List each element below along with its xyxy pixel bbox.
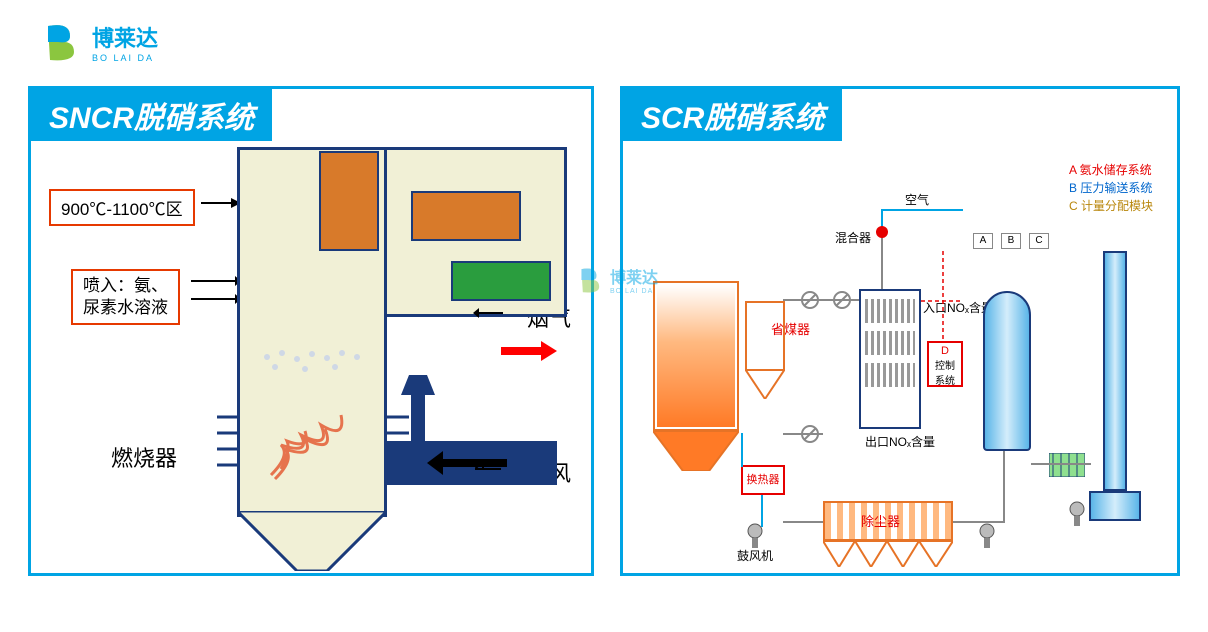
flow-line	[783, 521, 823, 523]
burner-ports-left	[217, 409, 239, 489]
hx-small-icon	[1049, 453, 1085, 477]
injection-label: 喷入：氨、 尿素水溶液	[71, 269, 180, 325]
logo-text-en: BO LAI DA	[92, 53, 158, 63]
arrow-icon	[191, 293, 241, 305]
legend-c: C 计量分配模块	[1069, 197, 1153, 215]
scr-legend: A 氨水储存系统 B 压力输送系统 C 计量分配模块	[1069, 161, 1153, 215]
cyclone	[745, 301, 785, 371]
catalyst-layer	[865, 299, 915, 323]
module-c: C	[1029, 233, 1049, 249]
dust-hopper	[823, 541, 953, 567]
flow-line	[741, 433, 743, 467]
flame-icon	[261, 395, 361, 485]
arrow-icon	[473, 305, 503, 321]
scr-panel: SCR脱硝系统 A 氨水储存系统 B 压力输送系统 C 计量分配模块 空气 混合…	[620, 86, 1180, 576]
economizer-block	[451, 261, 551, 301]
catalyst-layer	[865, 331, 915, 355]
legend-a: A 氨水储存系统	[1069, 161, 1153, 179]
temp-zone-label: 900℃-1100℃区	[49, 189, 195, 226]
fan-icon	[745, 523, 765, 549]
fluegas-arrow-icon	[501, 341, 557, 361]
flow-line	[783, 299, 861, 301]
superheater-1	[319, 151, 379, 251]
air-label: 空气	[905, 191, 929, 208]
fan-label: 鼓风机	[737, 547, 773, 564]
logo-mark-icon	[576, 265, 606, 295]
mixer-label: 混合器	[835, 229, 871, 246]
control-line	[921, 251, 965, 351]
arrow-icon	[191, 275, 241, 287]
scr-boiler	[653, 281, 739, 431]
flow-line	[783, 433, 823, 435]
module-b: B	[1001, 233, 1021, 249]
burner-label: 燃烧器	[111, 441, 177, 473]
logo-mark-icon	[40, 20, 84, 64]
flow-line	[881, 233, 883, 289]
arrow-icon	[201, 195, 241, 211]
scr-title: SCR脱硝系统	[623, 89, 842, 141]
arrow-icon	[475, 461, 501, 477]
heat-exchanger: 换热器	[741, 465, 785, 495]
scr-reactor	[859, 289, 921, 429]
wm-en: BO LAI DA	[610, 288, 658, 295]
module-a: A	[973, 233, 993, 249]
desulfurization-tower	[983, 291, 1031, 451]
watermark: 博莱达 BO LAI DA	[576, 264, 658, 295]
flow-line	[1003, 451, 1005, 523]
scr-diagram: A 氨水储存系统 B 压力输送系统 C 计量分配模块 空气 混合器 锅炉 省煤器…	[623, 141, 1177, 577]
stack	[1103, 251, 1127, 491]
scr-boiler-hopper	[653, 431, 739, 471]
spray-dots	[257, 347, 367, 377]
air-line	[883, 209, 963, 211]
sncr-diagram: 900℃-1100℃区 喷入：氨、 尿素水溶液 燃烧器 烟气 二次风	[31, 141, 591, 577]
flow-line	[1031, 463, 1091, 465]
wm-cn: 博莱达	[610, 264, 658, 288]
company-logo: 博莱达 BO LAI DA	[40, 20, 158, 64]
sncr-panel: SNCR脱硝系统 900℃-1100℃区 喷入：氨、 尿素水溶液 燃烧器 烟气 …	[28, 86, 594, 576]
cyclone-cone	[745, 369, 785, 399]
legend-b: B 压力输送系统	[1069, 179, 1153, 197]
nozzle-icon	[401, 375, 435, 395]
catalyst-layer	[865, 363, 915, 387]
mixer-icon	[875, 225, 889, 239]
superheater-2	[411, 191, 521, 241]
control-text: 控制 系统	[929, 357, 961, 387]
furnace-hopper	[237, 511, 387, 571]
stack-base	[1089, 491, 1141, 521]
logo-text-cn: 博莱达	[92, 21, 158, 53]
sncr-title: SNCR脱硝系统	[31, 89, 272, 141]
fan-icon	[1067, 501, 1087, 527]
dust-label: 除尘器	[861, 511, 900, 530]
fan-icon	[977, 523, 997, 549]
outlet-nox-label: 出口NOₓ含量	[865, 433, 935, 450]
